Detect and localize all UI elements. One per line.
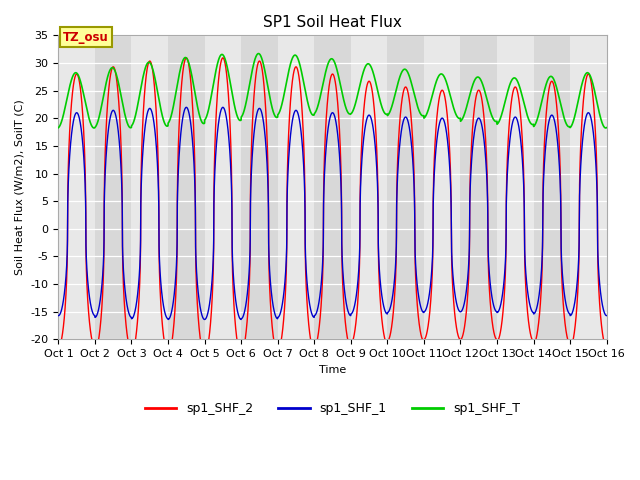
Bar (205, 36, 241, 339)
Bar (314, 36, 351, 339)
Bar (351, 36, 387, 339)
Bar (424, 36, 460, 339)
Y-axis label: Soil Heat Flux (W/m2), SoilT (C): Soil Heat Flux (W/m2), SoilT (C) (15, 99, 25, 275)
Bar (460, 36, 497, 339)
Text: TZ_osu: TZ_osu (63, 31, 109, 44)
Bar (534, 36, 570, 339)
Bar (95, 36, 131, 339)
Legend: sp1_SHF_2, sp1_SHF_1, sp1_SHF_T: sp1_SHF_2, sp1_SHF_1, sp1_SHF_T (140, 397, 525, 420)
Bar (241, 36, 278, 339)
Bar (168, 36, 205, 339)
Bar (387, 36, 424, 339)
Bar (570, 36, 607, 339)
Title: SP1 Soil Heat Flux: SP1 Soil Heat Flux (263, 15, 402, 30)
X-axis label: Time: Time (319, 365, 346, 374)
Bar (131, 36, 168, 339)
Bar (278, 36, 314, 339)
Bar (497, 36, 534, 339)
Bar (58, 36, 95, 339)
